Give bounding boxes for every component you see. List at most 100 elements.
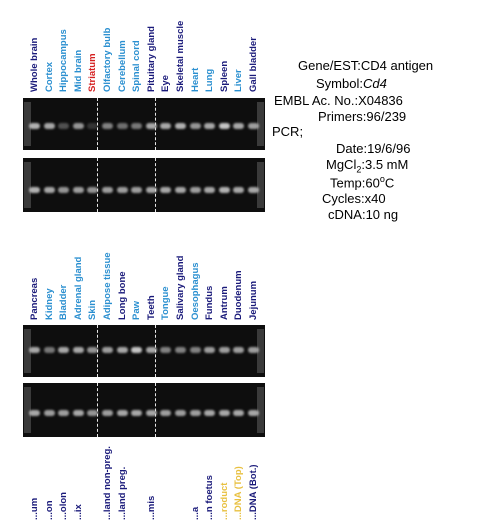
gel-band bbox=[204, 347, 216, 353]
lane-label: ...land non-preg. bbox=[102, 446, 113, 520]
ladder-lane bbox=[257, 162, 264, 208]
gel-band bbox=[131, 410, 143, 416]
gel-band bbox=[131, 187, 143, 193]
ladder-lane bbox=[24, 329, 31, 373]
lane-label: Mid brain bbox=[72, 49, 84, 92]
gel-band bbox=[72, 347, 84, 353]
lane-label: ...um bbox=[29, 497, 40, 520]
lane-label: Spinal cord bbox=[131, 40, 143, 92]
gel-band bbox=[72, 187, 84, 193]
ladder-lane bbox=[24, 162, 31, 208]
lane-label: Salivary gland bbox=[175, 255, 186, 320]
lane-separator bbox=[96, 98, 98, 150]
gel-band bbox=[58, 123, 70, 129]
ladder-lane bbox=[24, 387, 31, 433]
mgcl-value: :3.5 mM bbox=[361, 157, 409, 172]
gel-band bbox=[189, 123, 201, 129]
gel-band bbox=[218, 410, 230, 416]
lane-label: Adrenal gland bbox=[72, 256, 84, 320]
cdna-row: cDNA:10 ng bbox=[328, 207, 398, 222]
gel-band bbox=[189, 187, 201, 193]
cdna-value: 10 ng bbox=[365, 207, 399, 222]
lane-label: Whole brain bbox=[29, 37, 40, 92]
gel-band bbox=[102, 347, 113, 353]
gel-band bbox=[233, 347, 245, 353]
gel-band bbox=[218, 123, 230, 129]
lane-label: ...a bbox=[189, 506, 201, 520]
gel-band bbox=[248, 410, 259, 416]
gel-band bbox=[87, 123, 99, 129]
lane-label: Long bone bbox=[116, 271, 128, 320]
primers-key: Primers: bbox=[318, 109, 367, 124]
ladder-lane bbox=[257, 102, 264, 146]
lane-label: Liver bbox=[233, 69, 245, 92]
gel-band bbox=[87, 187, 99, 193]
gel-band bbox=[102, 187, 113, 193]
gel-band bbox=[43, 347, 55, 353]
gel-band bbox=[233, 123, 245, 129]
gel-band bbox=[87, 347, 99, 353]
ladder-lane bbox=[257, 387, 264, 433]
temp-value: 60 bbox=[365, 175, 380, 191]
temp-key: Temp: bbox=[330, 175, 366, 191]
gel-band bbox=[175, 410, 186, 416]
symbol-row: Symbol:Cd4 bbox=[316, 76, 387, 91]
lane-label: Pituitary gland bbox=[145, 26, 157, 92]
symbol-key: Symbol: bbox=[316, 76, 363, 91]
panel1-gel-top bbox=[23, 98, 265, 150]
gel-band bbox=[58, 410, 70, 416]
gel-band bbox=[204, 410, 216, 416]
gel-band bbox=[160, 347, 172, 353]
lane-label: ...mis bbox=[145, 495, 157, 520]
lane-label: ...olon bbox=[58, 492, 70, 520]
gel-band bbox=[175, 347, 186, 353]
lane-label: Paw bbox=[131, 300, 143, 320]
embl-value: X04836 bbox=[358, 93, 403, 108]
gel-band bbox=[102, 410, 113, 416]
gel-band bbox=[43, 123, 55, 129]
embl-row: EMBL Ac. No.:X04836 bbox=[274, 93, 403, 108]
embl-key: EMBL Ac. No.: bbox=[274, 93, 359, 108]
lane-label: Spleen bbox=[218, 60, 230, 92]
lane-label: Eye bbox=[160, 75, 172, 92]
gel-band bbox=[204, 123, 216, 129]
gel-band bbox=[43, 410, 55, 416]
gene-value: CD4 antigen bbox=[360, 58, 434, 73]
lane-label: Cortex bbox=[43, 61, 55, 92]
lane-label: Duodenum bbox=[233, 270, 245, 320]
gel-band bbox=[43, 187, 55, 193]
lane-label: Kidney bbox=[43, 288, 55, 320]
gel-band bbox=[58, 187, 70, 193]
panel1-gel-bottom bbox=[23, 158, 265, 212]
lane-label: Antrum bbox=[218, 286, 230, 320]
gel-band bbox=[131, 347, 143, 353]
gel-band bbox=[248, 347, 259, 353]
gel-band bbox=[218, 347, 230, 353]
gel-band bbox=[160, 410, 172, 416]
lane-label: Skeletal muscle bbox=[175, 20, 186, 92]
lane-separator bbox=[155, 158, 157, 212]
lane-label: Heart bbox=[189, 67, 201, 92]
temp-row: Temp:60oC bbox=[330, 174, 394, 190]
lane-separator bbox=[96, 158, 98, 212]
lane-label: Cerebellum bbox=[116, 40, 128, 92]
temp-celsius: C bbox=[384, 175, 395, 191]
gel-band bbox=[218, 187, 230, 193]
gene-row: Gene/EST:CD4 antigen bbox=[298, 58, 433, 73]
gel-band bbox=[160, 187, 172, 193]
cycles-value: x40 bbox=[364, 191, 386, 206]
gel-band bbox=[175, 187, 186, 193]
lane-label: Fundus bbox=[204, 285, 216, 320]
lane-label: ...ix bbox=[72, 504, 84, 520]
gel-band bbox=[116, 347, 128, 353]
primers-value: 96/239 bbox=[366, 109, 407, 124]
gel-band bbox=[204, 187, 216, 193]
cycles-row: Cycles:x40 bbox=[322, 191, 386, 206]
gel-band bbox=[145, 410, 157, 416]
lane-label: Tongue bbox=[160, 286, 172, 320]
gel-band bbox=[29, 123, 40, 129]
lane-label: ...roduct bbox=[218, 482, 230, 520]
gel-band bbox=[233, 410, 245, 416]
gel-band bbox=[145, 187, 157, 193]
gene-key: Gene/EST: bbox=[298, 58, 361, 73]
